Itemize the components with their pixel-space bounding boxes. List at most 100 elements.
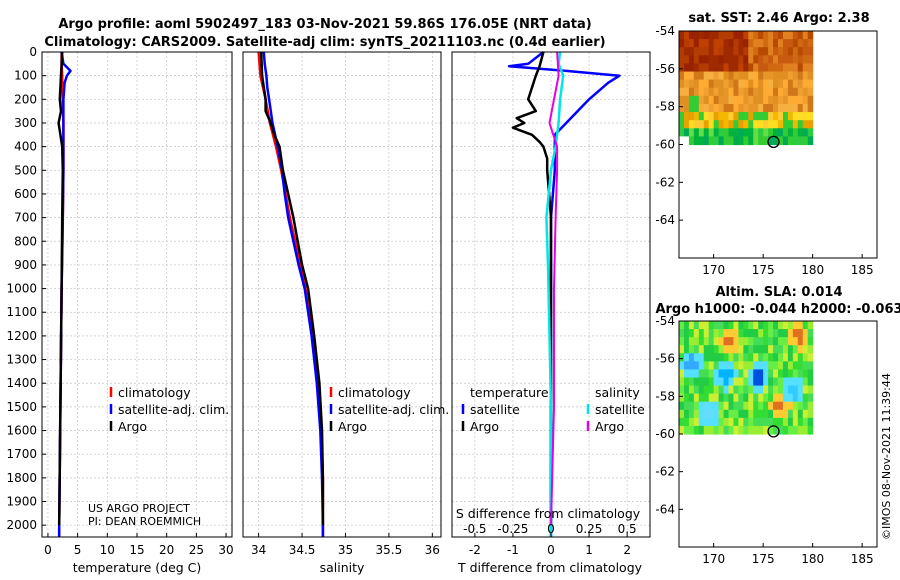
map-cell [792,345,799,354]
map-cell [743,385,749,395]
series-line-salinity-argo [548,51,560,526]
map-cell [782,120,789,129]
map-cell [797,393,804,403]
map-cell [683,103,690,113]
map-cell [708,31,715,40]
x-tick-label: 34 [251,543,266,557]
map-cell [748,95,754,105]
map-cell [683,385,690,395]
map-cell [708,369,715,379]
map-cell [782,377,789,387]
map-cell [713,361,720,371]
map-cell [693,393,700,403]
map-cell [782,55,789,65]
map-cell [688,417,695,427]
legend-label-argo: Argo [338,419,367,434]
map-cell [807,329,814,338]
map-cell [718,321,725,330]
map-cell [688,79,695,89]
map-cell [703,321,710,330]
map-cell [763,329,769,338]
map-cell [708,136,715,146]
map-cell [733,39,739,48]
map-cell [743,71,749,81]
depth-tick-label: 1300 [6,353,37,367]
map-cell [778,345,784,354]
map-cell [792,39,799,48]
map-cell [693,401,700,411]
map-cell [802,31,809,40]
map-cell [802,71,809,81]
map-cell [713,409,720,419]
map-cell [787,95,794,105]
map-cell [743,63,749,73]
map-cell [792,120,799,129]
map-y-tick-label: -56 [655,352,675,366]
map-cell [743,321,749,330]
map-cell [723,425,730,435]
map-cell [768,377,774,387]
map-cell [738,95,744,105]
map-cell [763,417,769,427]
map-cell [773,353,779,362]
map-cell [728,79,735,89]
map-cell [738,47,744,56]
map-cell [683,47,690,56]
map-cell [698,136,705,146]
map-cell [728,361,735,371]
map-cell [797,417,804,427]
s-difference-tick-label: -0.25 [497,522,528,536]
map-cell [708,95,715,105]
map-cell [778,409,784,419]
map-cell [718,337,725,346]
x-tick-label: 35 [338,543,353,557]
map-cell [758,337,764,346]
map-cell [693,71,700,81]
map-cell [743,31,749,40]
map-cell [778,95,784,105]
map-cell [738,79,744,89]
map-cell [758,321,764,330]
map-cell [718,136,725,146]
map-cell [787,31,794,40]
map-cell [743,79,749,89]
map-cell [748,31,754,40]
map-cell [708,71,715,81]
map-cell [679,71,685,81]
map-cell [693,385,700,395]
map-cell [768,128,774,137]
map-cell [763,337,769,346]
map-cell [807,417,814,427]
map-cell [703,369,710,379]
map-cell [708,128,715,137]
map-cell [688,329,695,338]
map-cell [787,417,794,427]
map-cell [688,63,695,73]
map-cell [723,136,730,146]
map-cell [758,329,764,338]
map-cell [743,353,749,362]
map-cell [723,103,730,113]
map-cell [703,401,710,411]
map-cell [758,377,764,387]
map-cell [763,353,769,362]
map-cell [718,361,725,371]
map-cell [743,417,749,427]
map-cell [787,361,794,371]
map-cell [688,345,695,354]
map-cell [679,369,685,379]
map-cell [773,31,779,40]
depth-axis: 0 100 200 300 400 500 600 700 800 900 1000 1100 1200… [6,45,46,532]
map-x-tick-label: 175 [752,552,775,566]
map-cell [787,393,794,403]
x-tick-label: 25 [189,543,204,557]
map-cell [797,95,804,105]
map-x-tick-label: 175 [752,263,775,277]
map-cell [698,425,705,435]
map-cell [787,329,794,338]
map-cell [679,55,685,65]
map-cell [698,71,705,81]
map-cell [688,361,695,371]
map-cell [782,329,789,338]
map-cell [782,47,789,56]
